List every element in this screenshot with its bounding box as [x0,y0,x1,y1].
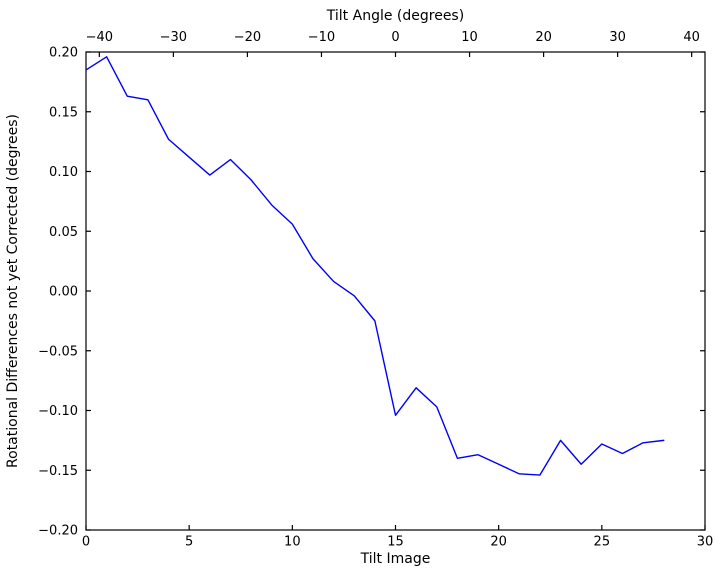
y-axis-tick-label: 0.15 [49,105,78,120]
top-axis-label: Tilt Angle (degrees) [326,8,464,24]
plot-border [85,51,706,531]
top-axis-tick-label: 30 [609,30,626,45]
x-axis-tick-label: 5 [185,535,193,550]
y-axis-label: Rotational Differences not yet Corrected… [5,114,21,468]
top-axis-tick-label: 40 [683,30,700,45]
x-axis-tick-label: 25 [594,535,611,550]
data-line-rotational-differences [85,56,665,476]
x-axis-label: Tilt Image [360,551,431,567]
y-axis-tick-label: 0.05 [49,225,78,240]
y-axis-tick-label: −0.10 [38,404,78,419]
x-axis-tick-label: 30 [697,535,714,550]
top-axis-tick-label: 0 [391,30,399,45]
top-axis-tick-label: −30 [160,30,187,45]
y-axis-tick-label: −0.20 [38,524,78,539]
y-axis-tick-label: 0.20 [49,46,78,61]
x-axis-tick-label: 15 [387,535,404,550]
top-axis-tick-label: −10 [308,30,335,45]
x-axis-tick-label: 0 [82,535,90,550]
y-axis-tick-label: 0.00 [49,285,78,300]
y-axis-tick-label: −0.05 [38,344,78,359]
x-axis-tick-label: 20 [490,535,507,550]
top-axis-tick-label: 10 [461,30,478,45]
data-series [85,56,665,476]
axis-ticks: 0 5 10 15 20 25 30 0.20 0.15 0.10 0.05 0.00 −0.05 −0.… [38,30,713,550]
y-axis-tick-label: 0.10 [49,165,78,180]
top-axis-tick-label: −20 [234,30,261,45]
x-axis-tick-label: 10 [284,535,301,550]
y-axis-tick-label: −0.15 [38,464,78,479]
top-axis-tick-label: 20 [535,30,552,45]
top-axis-tick-label: −40 [86,30,113,45]
